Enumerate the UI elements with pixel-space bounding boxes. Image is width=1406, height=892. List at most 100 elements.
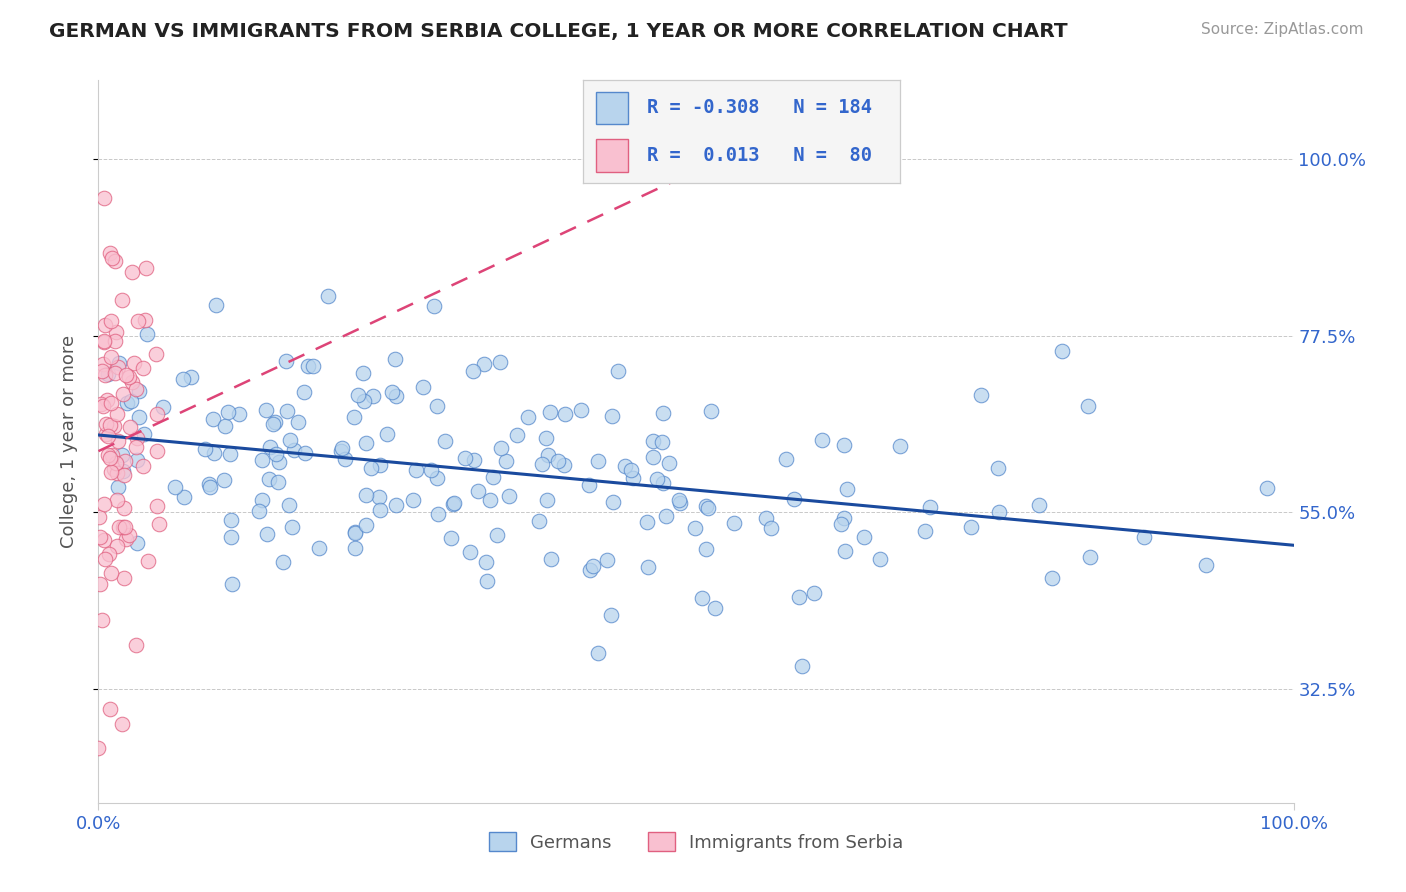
Point [547,454,569,468]
Point [920,500,942,515]
Point [180,370,202,384]
Point [127,431,149,445]
Point [1256,481,1278,495]
Point [1080,549,1102,564]
Point [104,254,127,268]
Point [91,357,114,371]
Point [636,515,658,529]
Point [100,465,122,479]
Point [620,463,643,477]
Point [643,434,665,448]
Point [105,325,128,339]
Point [553,458,575,473]
Point [988,505,1011,519]
Point [101,448,124,462]
Point [375,427,398,442]
Point [97,448,120,462]
Point [347,388,370,402]
Point [281,520,304,534]
Point [112,387,135,401]
Point [316,289,339,303]
Point [655,509,678,524]
Point [443,496,465,510]
Point [537,448,560,462]
Point [333,452,356,467]
Point [124,356,146,370]
Point [138,553,160,567]
Point [356,436,378,450]
Point [94,368,117,382]
Point [134,312,156,326]
Point [267,475,290,490]
Point [613,459,636,474]
Point [217,405,239,419]
Point [835,483,858,497]
Point [599,607,621,622]
Point [472,358,495,372]
Point [695,500,717,514]
Point [596,553,619,567]
Point [1040,571,1063,585]
Point [125,382,148,396]
Point [368,458,391,473]
Point [112,467,135,482]
Point [101,252,124,266]
Point [458,545,481,559]
Point [384,352,406,367]
Point [97,547,120,561]
Point [461,364,484,378]
Point [723,516,745,530]
Point [136,326,159,341]
Point [198,477,221,491]
Point [668,492,690,507]
Point [96,417,118,432]
Point [361,389,384,403]
Point [89,576,111,591]
Point [792,659,814,673]
Point [830,517,852,532]
Point [132,427,155,442]
Point [152,401,174,415]
Bar [596,139,627,171]
Point [146,444,169,458]
Point [118,419,141,434]
Point [93,335,115,350]
Point [440,531,463,545]
Point [491,441,513,455]
Point [586,453,609,467]
Point [783,492,806,507]
Text: Source: ZipAtlas.com: Source: ZipAtlas.com [1201,22,1364,37]
Point [201,412,224,426]
Point [433,434,456,448]
Point [969,387,991,401]
Point [775,451,797,466]
Point [247,504,270,518]
Point [832,511,855,525]
Point [269,455,291,469]
Point [91,613,114,627]
Point [105,539,128,553]
Point [368,503,391,517]
Point [292,385,315,400]
Point [111,293,134,308]
Point [107,356,129,370]
Point [112,501,135,516]
Point [125,536,148,550]
Point [115,532,138,546]
Point [107,480,129,494]
Point [343,526,366,541]
Point [301,359,323,373]
Point [228,407,250,421]
Point [588,646,610,660]
Point [262,417,284,431]
Point [96,427,118,442]
Point [703,600,725,615]
Point [647,472,669,486]
Point [527,514,550,528]
Point [115,396,138,410]
Point [91,364,114,378]
Point [569,403,592,417]
Point [250,493,273,508]
Point [105,466,128,480]
Point [107,434,129,449]
